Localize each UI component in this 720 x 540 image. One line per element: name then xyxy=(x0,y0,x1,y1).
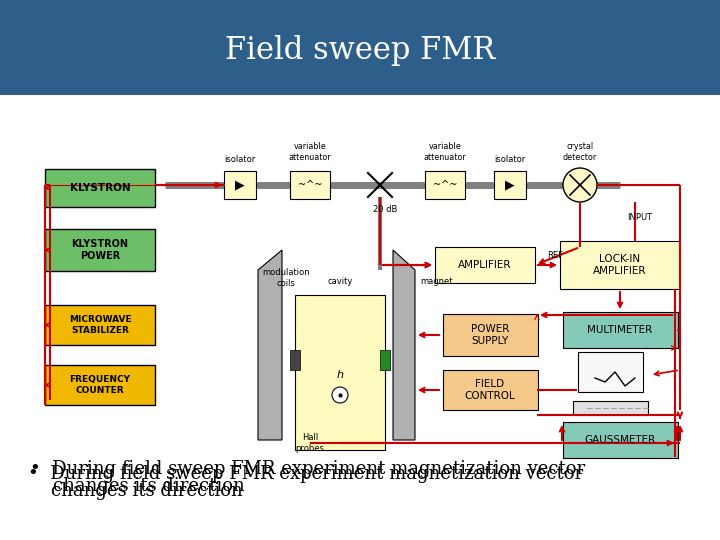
Bar xyxy=(380,350,390,370)
Polygon shape xyxy=(393,250,415,440)
Text: FREQUENCY
COUNTER: FREQUENCY COUNTER xyxy=(70,375,130,395)
Text: AMPLIFIER: AMPLIFIER xyxy=(458,260,512,270)
Bar xyxy=(577,352,642,392)
Text: magnet: magnet xyxy=(420,278,452,287)
Bar xyxy=(443,314,538,356)
Text: MULTIMETER: MULTIMETER xyxy=(588,325,652,335)
Bar xyxy=(560,241,680,289)
Text: REF: REF xyxy=(547,252,563,260)
Polygon shape xyxy=(258,250,282,440)
Text: ▶: ▶ xyxy=(235,179,245,192)
Text: variable
attenuator: variable attenuator xyxy=(289,143,331,161)
Circle shape xyxy=(563,168,597,202)
Text: INPUT: INPUT xyxy=(627,213,652,222)
Text: isolator: isolator xyxy=(225,156,256,165)
Bar xyxy=(562,312,678,348)
Bar xyxy=(494,171,526,199)
Bar xyxy=(435,247,535,283)
Text: •  During field sweep FMR experiment magnetization vector: • During field sweep FMR experiment magn… xyxy=(30,460,585,478)
Text: Hall
probes: Hall probes xyxy=(296,433,325,453)
Text: changes its direction: changes its direction xyxy=(30,477,245,495)
Bar xyxy=(425,171,465,199)
Text: modulation
coils: modulation coils xyxy=(262,268,310,288)
Text: ▶: ▶ xyxy=(505,179,515,192)
Text: 20 dB: 20 dB xyxy=(373,206,397,214)
Text: variable
attenuator: variable attenuator xyxy=(423,143,467,161)
Text: POWER
SUPPLY: POWER SUPPLY xyxy=(471,324,509,346)
Bar xyxy=(295,295,385,450)
Text: crystal
detector: crystal detector xyxy=(563,143,597,161)
Bar xyxy=(45,365,155,405)
Text: MICROWAVE
STABILIZER: MICROWAVE STABILIZER xyxy=(68,315,131,335)
Text: changes its direction: changes its direction xyxy=(28,482,243,500)
Bar xyxy=(224,171,256,199)
Bar xyxy=(562,422,678,458)
Text: GAUSSMETER: GAUSSMETER xyxy=(585,435,656,445)
Text: ~^~: ~^~ xyxy=(433,180,457,190)
Text: •  During field sweep FMR experiment magnetization vector: • During field sweep FMR experiment magn… xyxy=(28,465,583,483)
Text: KLYSTRON
POWER: KLYSTRON POWER xyxy=(71,239,128,261)
Bar xyxy=(290,350,300,370)
Text: FIELD
CONTROL: FIELD CONTROL xyxy=(464,379,516,401)
Bar xyxy=(0,0,720,95)
Text: Field sweep FMR: Field sweep FMR xyxy=(225,35,495,65)
Text: KLYSTRON: KLYSTRON xyxy=(70,183,130,193)
Text: h: h xyxy=(336,370,343,380)
Bar xyxy=(572,401,647,415)
Bar xyxy=(45,169,155,207)
Bar xyxy=(45,305,155,345)
Bar xyxy=(290,171,330,199)
Bar xyxy=(443,370,538,410)
Text: cavity: cavity xyxy=(328,278,353,287)
Circle shape xyxy=(332,387,348,403)
Text: LOCK-IN
AMPLIFIER: LOCK-IN AMPLIFIER xyxy=(593,254,647,276)
Text: isolator: isolator xyxy=(495,156,526,165)
Text: ~^~: ~^~ xyxy=(298,180,322,190)
Bar xyxy=(45,229,155,271)
